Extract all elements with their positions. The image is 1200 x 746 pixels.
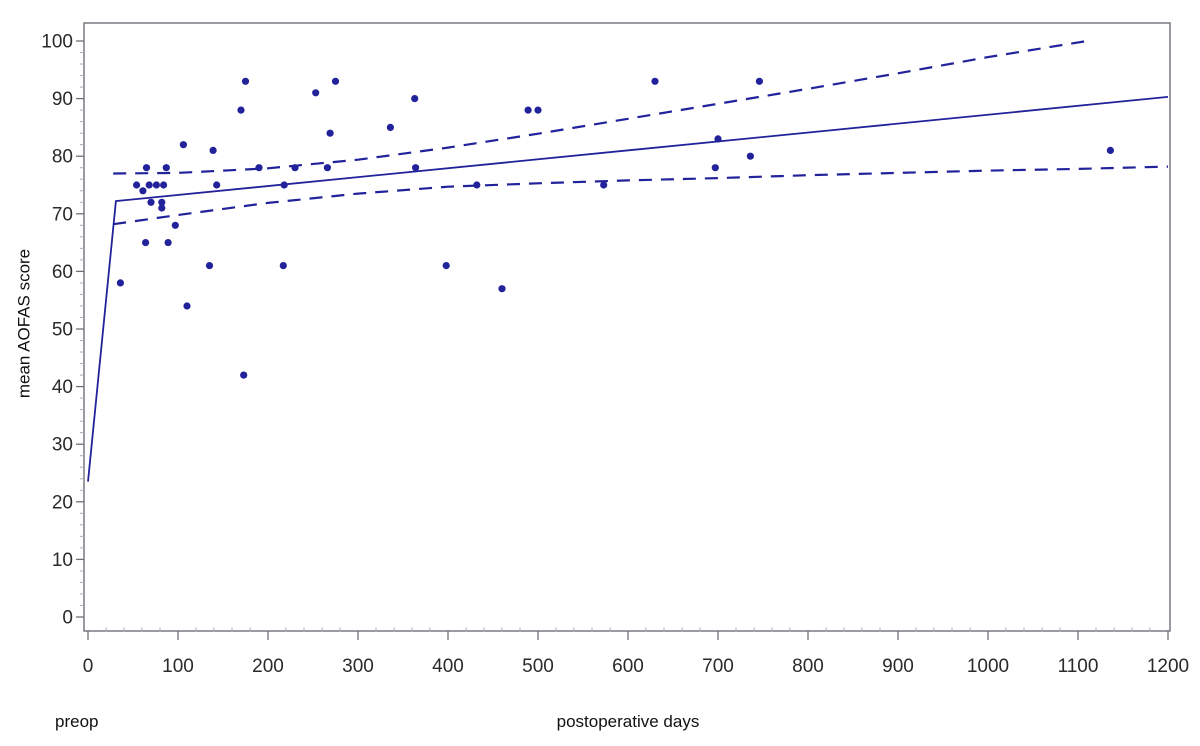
data-point xyxy=(158,198,166,206)
data-point xyxy=(498,285,506,293)
data-point xyxy=(205,262,214,270)
data-point xyxy=(473,181,481,189)
lower-confidence-band xyxy=(113,165,1169,226)
data-point xyxy=(331,77,340,85)
y-tick-label: 80 xyxy=(52,147,73,168)
x-tick-label: 200 xyxy=(252,656,284,677)
data-point xyxy=(145,181,153,189)
data-point xyxy=(142,239,150,247)
x-tick-label: 300 xyxy=(342,656,374,677)
data-point xyxy=(279,262,287,270)
data-point xyxy=(160,181,168,189)
data-point xyxy=(240,371,248,379)
data-point xyxy=(755,77,764,85)
data-point xyxy=(171,221,179,229)
data-point xyxy=(524,106,532,114)
y-tick-label: 20 xyxy=(52,492,73,513)
data-point xyxy=(711,164,719,172)
x-tick-label: 700 xyxy=(702,656,734,677)
data-point xyxy=(133,181,141,189)
data-point xyxy=(412,164,420,172)
data-point xyxy=(209,146,217,154)
data-point xyxy=(323,164,331,172)
y-tick-label: 90 xyxy=(52,89,73,110)
regression-line xyxy=(87,96,1169,482)
data-point xyxy=(1106,146,1114,154)
data-point xyxy=(714,135,722,143)
y-axis-title: mean AOFAS score xyxy=(14,248,34,399)
preop-axis-label: preop xyxy=(55,712,99,731)
x-tick-label: 400 xyxy=(432,656,464,677)
data-point xyxy=(651,77,659,85)
data-point xyxy=(600,181,608,189)
y-tick-label: 70 xyxy=(52,204,73,225)
data-point xyxy=(255,164,263,172)
data-point xyxy=(291,164,299,172)
data-point xyxy=(147,198,155,206)
data-point xyxy=(411,95,419,103)
data-point xyxy=(179,141,187,149)
y-tick-label: 30 xyxy=(52,435,73,456)
x-tick-label: 100 xyxy=(162,656,194,677)
y-tick-label: 10 xyxy=(52,550,73,571)
data-point xyxy=(326,129,334,137)
y-tick-label: 50 xyxy=(52,320,73,341)
x-tick-label: 1000 xyxy=(967,656,1009,677)
x-axis-title: postoperative days xyxy=(556,712,700,731)
x-tick-label: 500 xyxy=(522,656,554,677)
plot-frame xyxy=(83,22,1171,632)
data-point xyxy=(534,106,542,114)
data-point xyxy=(142,164,151,172)
data-point xyxy=(213,181,221,189)
x-tick-label: 1100 xyxy=(1058,656,1099,677)
data-point xyxy=(139,187,147,195)
data-point xyxy=(312,89,320,97)
x-tick-label: 0 xyxy=(83,656,94,677)
x-tick-label: 900 xyxy=(882,656,914,677)
y-tick-label: 100 xyxy=(41,32,73,53)
y-tick-label: 60 xyxy=(52,262,73,283)
data-point xyxy=(237,106,245,114)
upper-confidence-band xyxy=(113,39,1088,175)
data-point xyxy=(162,164,170,172)
x-tick-label: 800 xyxy=(792,656,824,677)
data-point xyxy=(164,239,172,247)
data-point xyxy=(158,204,166,212)
x-tick-label: 1200 xyxy=(1147,656,1189,677)
data-point xyxy=(241,77,250,85)
data-point xyxy=(442,262,450,270)
data-point xyxy=(280,181,288,189)
data-point xyxy=(386,123,394,131)
data-point xyxy=(183,302,191,310)
data-point xyxy=(116,279,124,287)
y-tick-label: 0 xyxy=(62,608,73,629)
data-point xyxy=(152,181,160,189)
y-tick-label: 40 xyxy=(52,377,73,398)
x-tick-label: 600 xyxy=(612,656,644,677)
data-point xyxy=(746,152,755,160)
